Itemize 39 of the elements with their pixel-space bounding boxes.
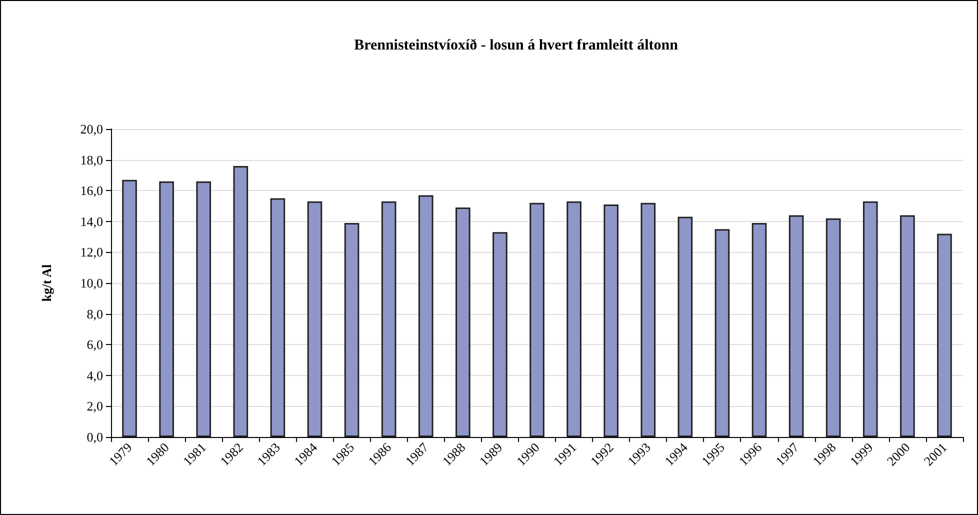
y-tick-label: 2,0 [86, 398, 103, 414]
chart-title: Brennisteinstvíoxíð - losun á hvert framleitt áltonn [354, 38, 679, 54]
bar [233, 166, 248, 437]
bar [418, 195, 434, 437]
bar [344, 222, 360, 437]
x-tick-label: 2001 [920, 440, 950, 469]
y-tick-label: 20,0 [80, 122, 103, 136]
y-tick-label: 0,0 [86, 430, 103, 444]
bar [492, 232, 508, 437]
y-tick-label: 14,0 [80, 214, 103, 229]
bar [159, 181, 174, 437]
bar [900, 215, 915, 437]
bar [122, 180, 137, 437]
bar [381, 201, 396, 437]
y-tick-label: 16,0 [80, 183, 103, 198]
bar [604, 204, 618, 437]
y-tick-label: 6,0 [86, 337, 103, 352]
x-tick-label: 1981 [180, 440, 209, 469]
bar [862, 201, 878, 437]
bar [788, 215, 804, 437]
bar [530, 202, 544, 437]
bar [196, 181, 212, 437]
bar [752, 222, 767, 437]
y-tick-label: 8,0 [86, 306, 103, 322]
bar [566, 201, 582, 437]
y-tick-label: 12,0 [80, 244, 103, 260]
bar [307, 201, 322, 437]
x-tick-label: 1991 [550, 440, 580, 469]
bar [640, 202, 656, 437]
y-tick-label: 4,0 [86, 368, 103, 383]
bar [678, 216, 693, 437]
bar [714, 229, 730, 437]
bar [456, 208, 470, 437]
bar [270, 198, 286, 437]
y-axis-title: kg/t Al [39, 264, 54, 302]
y-tick-label: 18,0 [80, 152, 103, 168]
bar [826, 218, 841, 437]
bar [937, 234, 952, 437]
y-tick-label: 10,0 [80, 276, 103, 290]
